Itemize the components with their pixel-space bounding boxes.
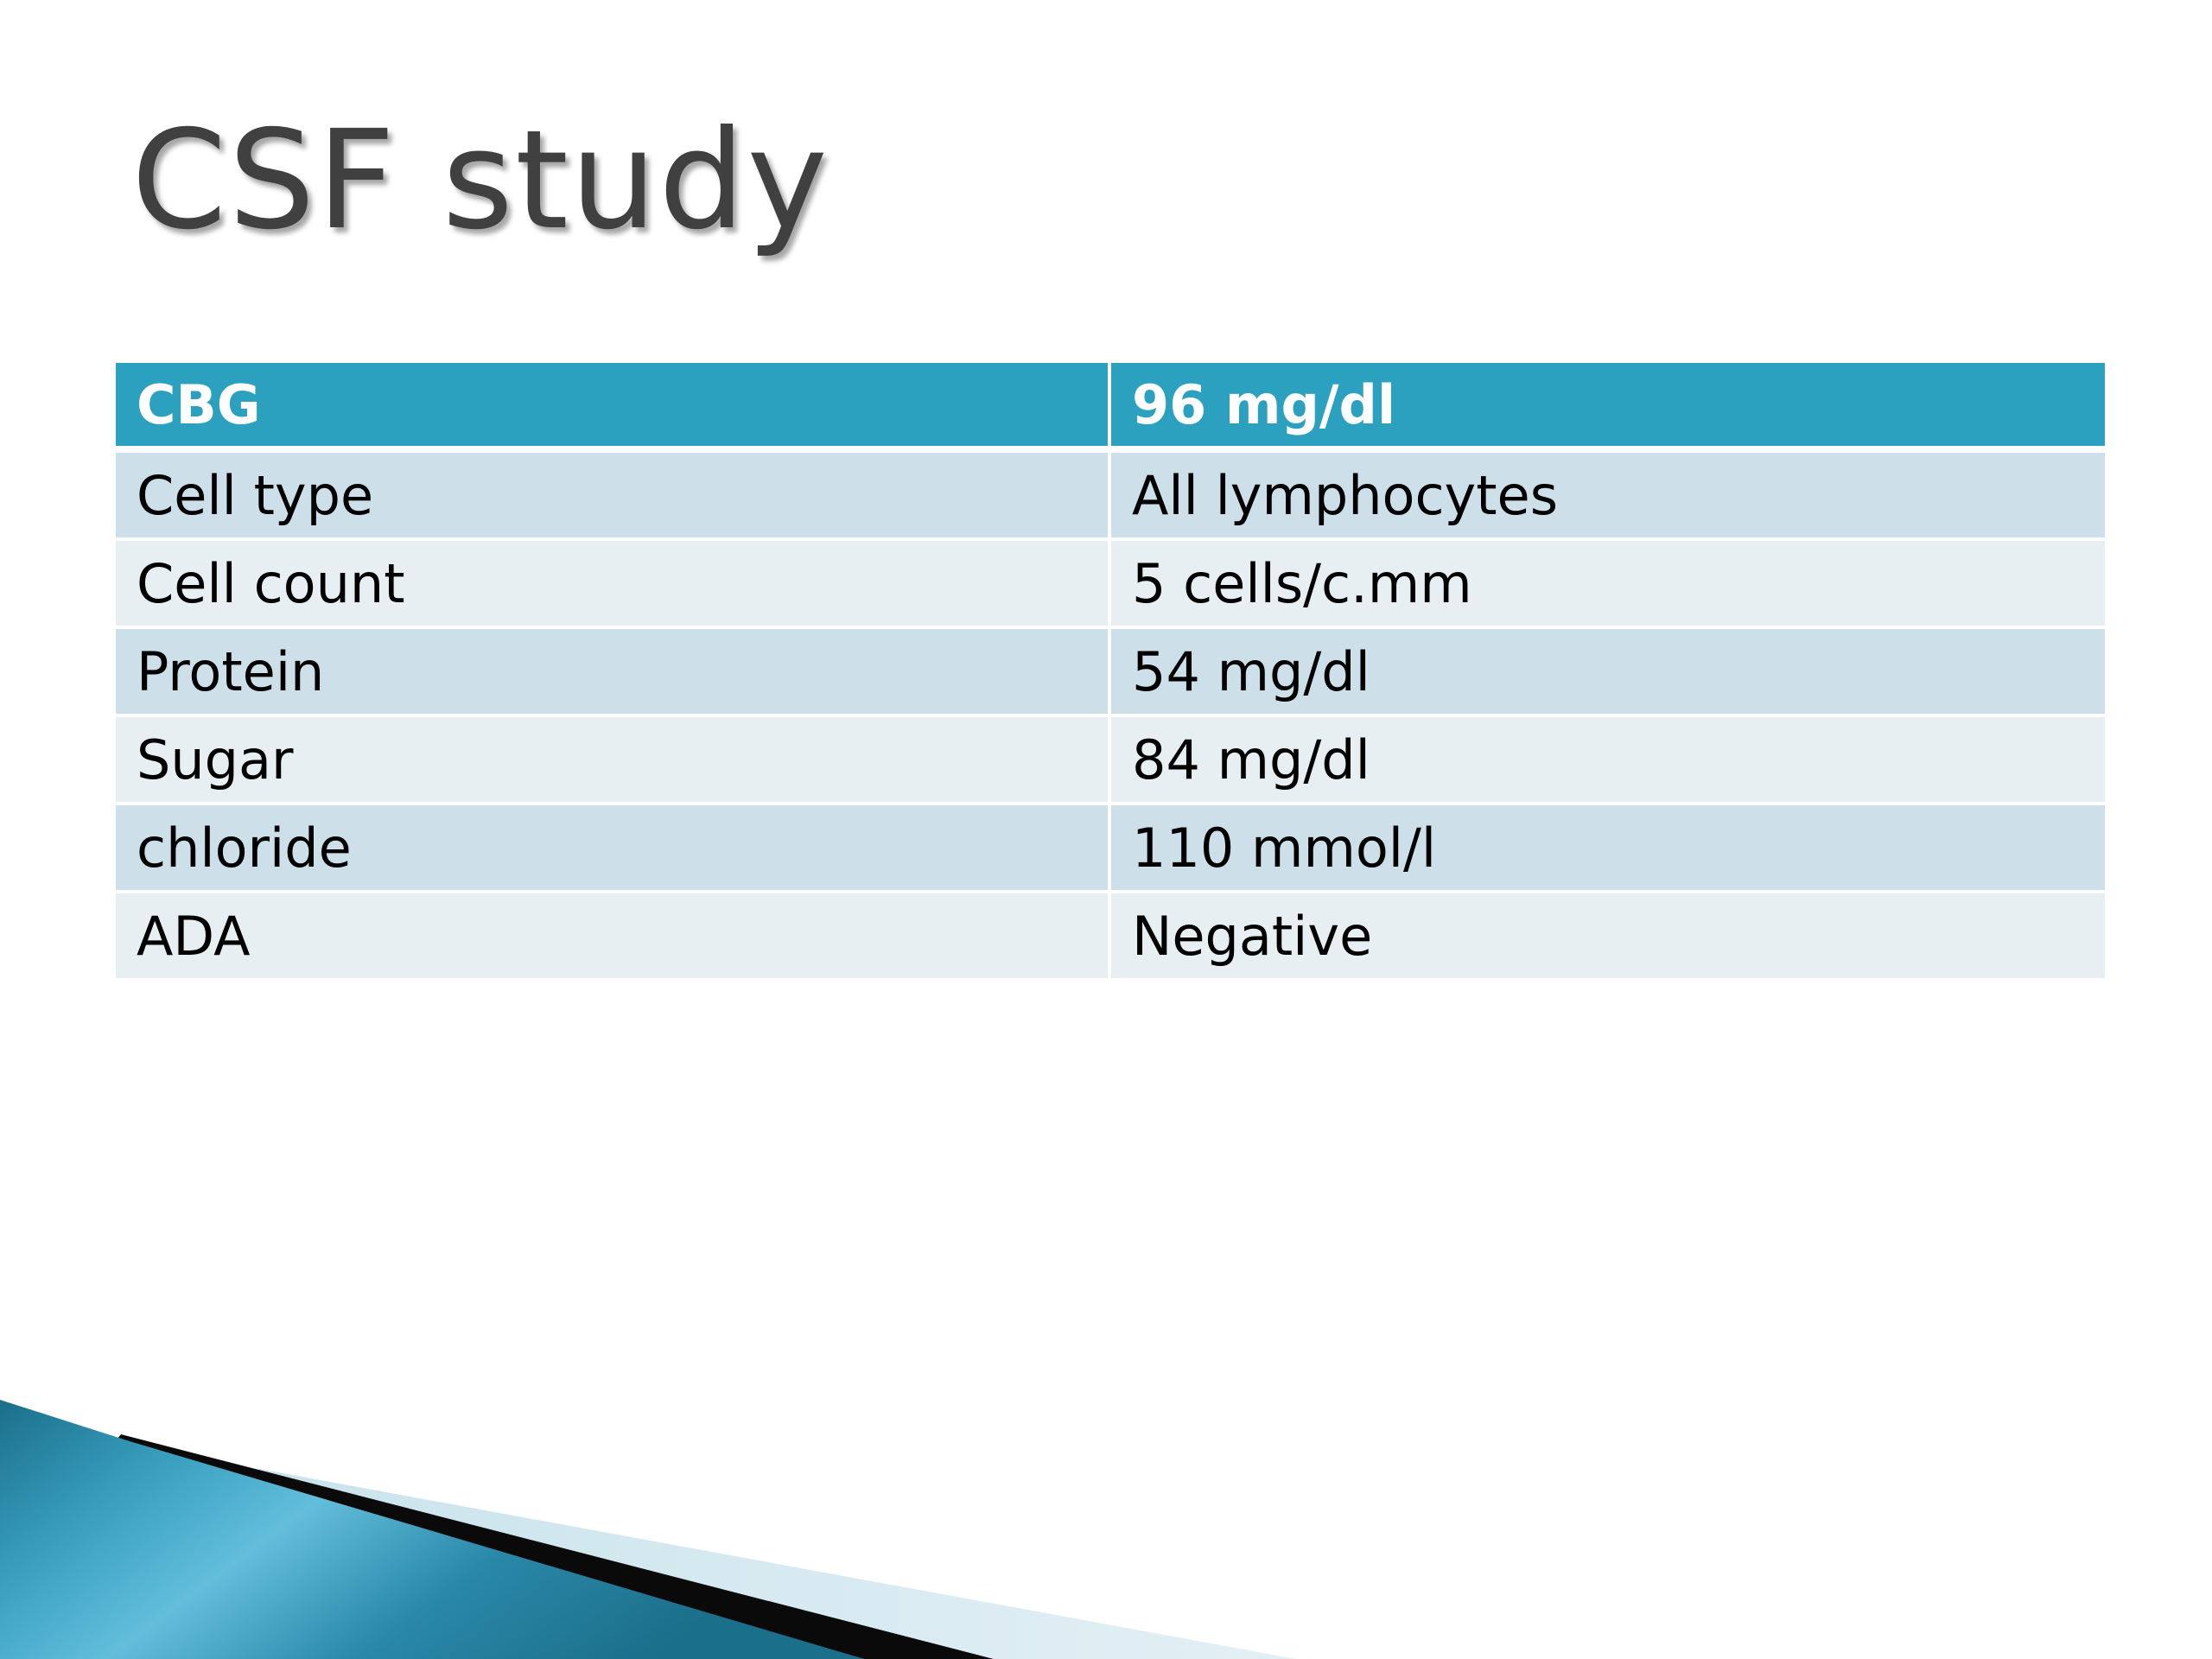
table-header-row: CBG 96 mg/dl (112, 359, 2108, 453)
header-label-cell: CBG (112, 359, 1111, 453)
row-value-cell: 84 mg/dl (1108, 714, 2108, 805)
row-value-cell: 54 mg/dl (1108, 626, 2108, 717)
black-swoosh (112, 1434, 994, 1659)
slide-title: CSF study (131, 101, 830, 260)
row-label-cell: Cell count (112, 537, 1111, 629)
row-value-cell: 110 mmol/l (1108, 802, 2108, 893)
csf-results-table: CBG 96 mg/dl Cell type All lymphocytes C… (112, 359, 2108, 982)
row-label-cell: chloride (112, 802, 1111, 893)
results-table-container: CBG 96 mg/dl Cell type All lymphocytes C… (112, 359, 2108, 982)
table-row: ADA Negative (112, 890, 2108, 982)
row-value-cell: All lymphocytes (1108, 448, 2108, 541)
pale-blue-swoosh (216, 1469, 1296, 1659)
row-label-cell: Sugar (112, 714, 1111, 805)
table-row: chloride 110 mmol/l (112, 802, 2108, 893)
row-value-cell: 5 cells/c.mm (1108, 537, 2108, 629)
row-label-cell: ADA (112, 890, 1111, 982)
table-row: Cell type All lymphocytes (112, 448, 2108, 541)
header-value-cell: 96 mg/dl (1108, 359, 2108, 453)
row-label-cell: Cell type (112, 448, 1111, 541)
table-row: Cell count 5 cells/c.mm (112, 537, 2108, 629)
teal-swoosh (0, 1400, 864, 1659)
table-row: Protein 54 mg/dl (112, 626, 2108, 717)
row-value-cell: Negative (1108, 890, 2108, 982)
table-row: Sugar 84 mg/dl (112, 714, 2108, 805)
row-label-cell: Protein (112, 626, 1111, 717)
